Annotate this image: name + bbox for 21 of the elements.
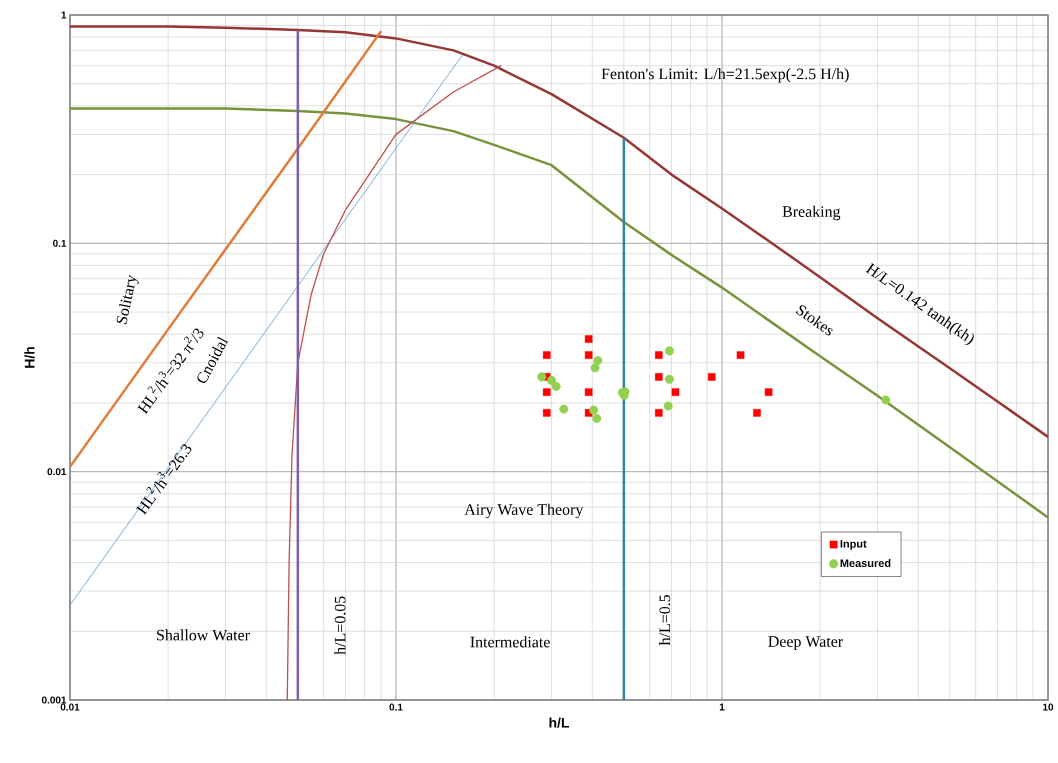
annotation: Breaking bbox=[782, 205, 841, 221]
annotation: Shallow Water bbox=[157, 629, 250, 641]
annotation: Intermediate bbox=[470, 636, 550, 648]
y-tick-label: 1 bbox=[61, 11, 67, 19]
x-tick-label: 0.1 bbox=[389, 703, 403, 711]
x-tick-label: 10 bbox=[1043, 703, 1054, 711]
x-tick-label: 1 bbox=[719, 703, 725, 711]
legend-label: Measured bbox=[840, 559, 891, 568]
y-tick-label: 0.001 bbox=[41, 696, 67, 704]
annotation: Fenton's Limit: L/h=21.5exp(-2.5 H/h) bbox=[601, 68, 849, 83]
annotation: Airy Wave Theory bbox=[464, 503, 584, 519]
legend-label: Input bbox=[840, 540, 867, 550]
x-tick-label: 0.01 bbox=[60, 703, 80, 711]
y-tick-label: 0.1 bbox=[53, 239, 67, 247]
y-tick-label: 0.01 bbox=[47, 468, 67, 476]
x-axis-title: h/L bbox=[549, 717, 570, 728]
annotation: h/L=0.05 bbox=[334, 596, 346, 655]
annotation: Deep Water bbox=[768, 636, 843, 651]
annotation: Solitary bbox=[116, 274, 139, 325]
annotation: h/L=0.5 bbox=[658, 594, 671, 646]
y-axis-title: H/h bbox=[24, 347, 35, 368]
